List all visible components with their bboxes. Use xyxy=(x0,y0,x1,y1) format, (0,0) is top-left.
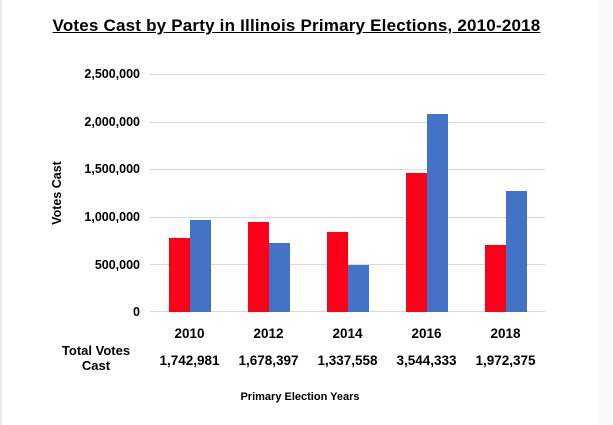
y-tick-label: 500,000 xyxy=(94,258,140,272)
y-tick-label: 1,500,000 xyxy=(84,162,140,176)
total-votes-value: 1,337,558 xyxy=(317,353,378,368)
right-edge-band xyxy=(598,0,613,425)
red-series-bar-2012 xyxy=(247,222,269,312)
total-votes-value: 1,678,397 xyxy=(238,353,299,368)
gridline xyxy=(150,216,545,218)
x-tick-label: 2010 xyxy=(174,326,205,341)
blue-series-bar-2016 xyxy=(426,114,448,312)
y-tick-label: 1,000,000 xyxy=(84,210,140,224)
bar-group-2012 xyxy=(247,222,290,312)
y-axis-title: Votes Cast xyxy=(50,161,64,225)
y-tick-label: 2,000,000 xyxy=(84,115,140,129)
chart-title: Votes Cast by Party in Illinois Primary … xyxy=(52,16,541,35)
bar-group-2010 xyxy=(168,220,211,312)
blue-series-bar-2012 xyxy=(268,243,290,312)
total-votes-value: 3,544,333 xyxy=(396,353,457,368)
red-series-bar-2010 xyxy=(168,238,190,312)
gridline xyxy=(150,169,545,171)
gridline xyxy=(150,74,545,75)
total-votes-value: 1,742,981 xyxy=(159,353,220,368)
blue-series-bar-2018 xyxy=(505,191,527,312)
red-series-bar-2016 xyxy=(405,173,427,312)
y-tick-label: 2,500,000 xyxy=(84,67,140,81)
x-tick-label: 2018 xyxy=(490,326,521,341)
blue-series-bar-2010 xyxy=(189,220,211,312)
bar-group-2018 xyxy=(484,191,527,312)
y-tick-label: 0 xyxy=(133,305,140,319)
gridline xyxy=(150,264,545,266)
x-tick-label: 2014 xyxy=(332,326,363,341)
x-axis-title: Primary Election Years xyxy=(240,391,360,403)
red-series-bar-2018 xyxy=(484,245,506,312)
plot-area xyxy=(150,74,545,312)
x-tick-label: 2016 xyxy=(411,326,442,341)
bar-group-2014 xyxy=(326,232,369,312)
blue-series-bar-2014 xyxy=(347,265,369,312)
total-votes-value: 1,972,375 xyxy=(475,353,536,368)
left-edge-border xyxy=(0,0,2,425)
bar-group-2016 xyxy=(405,114,448,312)
x-tick-label: 2012 xyxy=(253,326,284,341)
totals-row-label: Total Votes Cast xyxy=(61,343,131,373)
red-series-bar-2014 xyxy=(326,232,348,312)
gridline xyxy=(150,121,545,123)
